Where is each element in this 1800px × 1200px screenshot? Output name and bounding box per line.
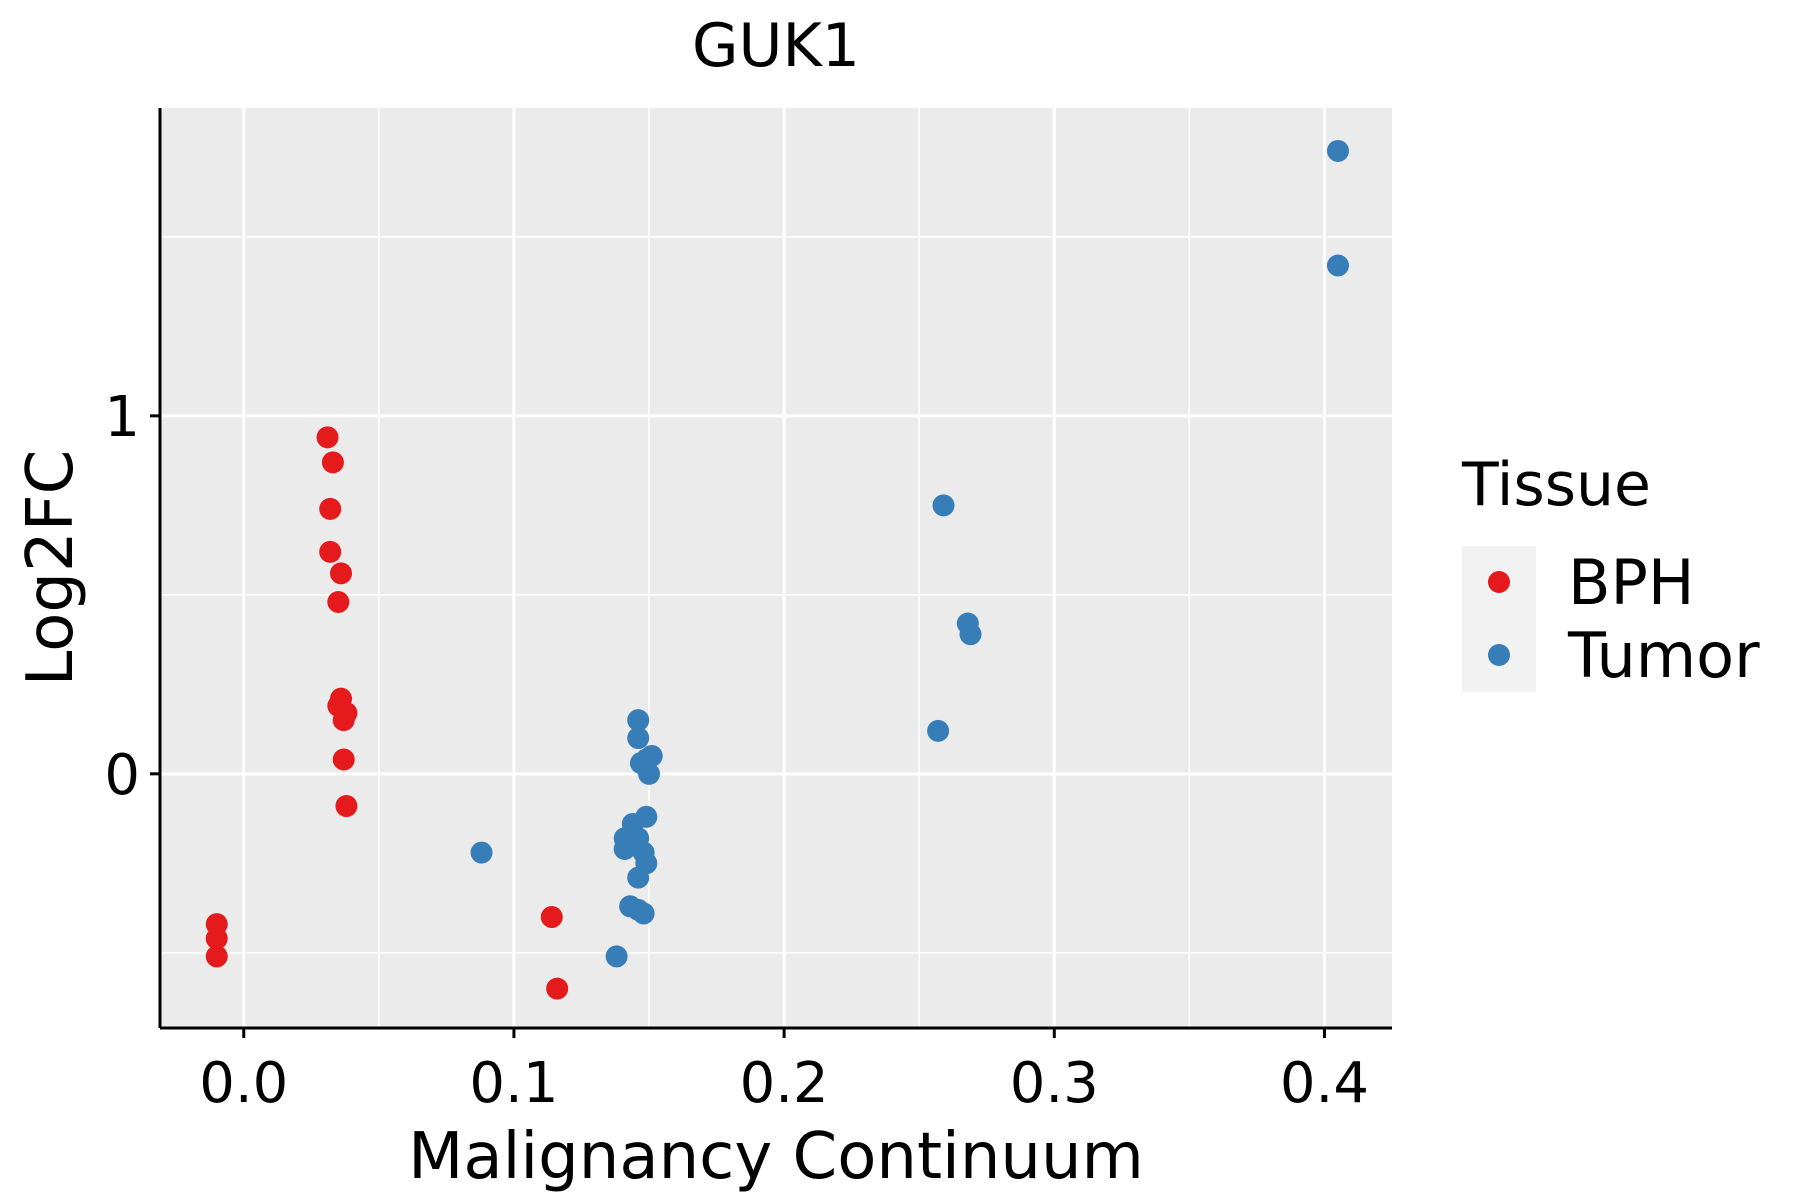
data-point-bph — [205, 927, 228, 950]
data-point-bph — [330, 562, 353, 585]
data-point-bph — [321, 451, 344, 474]
x-tick-label: 0.4 — [1280, 1051, 1369, 1116]
data-point-tumor — [1326, 254, 1349, 277]
data-point-bph — [332, 709, 355, 732]
data-point-tumor — [927, 719, 950, 742]
data-point-tumor — [627, 727, 650, 750]
x-tick-label: 0.1 — [469, 1051, 558, 1116]
data-point-tumor — [627, 709, 650, 732]
data-point-tumor — [470, 841, 493, 864]
data-points — [205, 139, 1349, 1000]
x-tick-label: 0.2 — [740, 1051, 829, 1116]
data-point-tumor — [638, 762, 661, 785]
y-tick-label: 1 — [104, 385, 140, 450]
data-point-bph — [319, 497, 342, 520]
x-tick-label: 0.0 — [199, 1051, 288, 1116]
data-point-bph — [546, 977, 569, 1000]
data-point-tumor — [932, 494, 955, 517]
data-point-tumor — [959, 623, 982, 646]
data-point-tumor — [605, 945, 628, 968]
data-point-tumor — [632, 902, 655, 925]
data-point-tumor — [1326, 139, 1349, 162]
x-axis-ticks: 0.0 0.1 0.2 0.3 0.4 — [199, 1028, 1369, 1116]
data-point-bph — [540, 906, 563, 929]
data-point-bph — [205, 945, 228, 968]
legend-key-bph — [1488, 571, 1510, 593]
data-point-bph — [327, 591, 350, 614]
data-point-bph — [335, 795, 358, 818]
data-point-bph — [319, 540, 342, 563]
data-point-bph — [332, 748, 355, 771]
x-tick-label: 0.3 — [1010, 1051, 1099, 1116]
y-axis-ticks: 01 — [104, 385, 160, 808]
minor-gridlines — [160, 108, 1392, 1028]
legend-label-tumor: Tumor — [1567, 619, 1760, 692]
chart-title: GUK1 — [692, 11, 860, 81]
legend-key-tumor — [1488, 644, 1510, 666]
legend-label-bph: BPH — [1568, 546, 1695, 619]
major-gridlines — [160, 108, 1392, 1028]
data-point-tumor — [627, 866, 650, 889]
y-tick-label: 0 — [104, 743, 140, 808]
data-point-bph — [316, 426, 339, 449]
plot-panel — [160, 108, 1392, 1028]
y-axis-title: Log2FC — [14, 450, 88, 687]
x-axis-title: Malignancy Continuum — [408, 1120, 1144, 1194]
legend-title: Tissue — [1461, 450, 1651, 520]
legend-key-background — [1462, 546, 1536, 692]
data-point-tumor — [613, 838, 636, 861]
